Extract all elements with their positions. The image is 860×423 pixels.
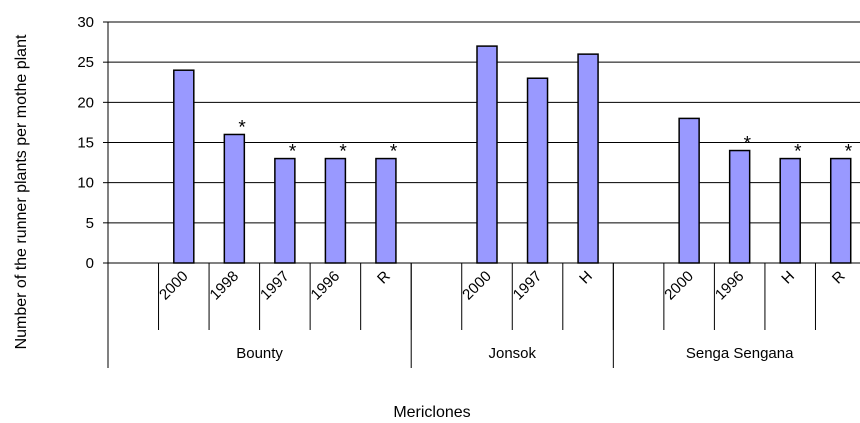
y-axis-title: Number of the runner plants per mothe pl… xyxy=(13,34,30,349)
bar xyxy=(375,157,397,264)
x-group-label: Senga Sengana xyxy=(686,345,794,362)
bar xyxy=(223,133,246,264)
y-tick-label: 10 xyxy=(77,175,94,192)
y-tick-labels: 0 5 10 15 20 25 30 xyxy=(77,14,94,272)
significance-asterisk: * xyxy=(289,142,297,163)
bar xyxy=(274,157,296,264)
bar xyxy=(173,69,195,264)
bar xyxy=(829,157,852,264)
y-tick-label: 25 xyxy=(77,54,94,71)
y-tick-label: 15 xyxy=(77,135,94,152)
x-group-label: Jonsok xyxy=(489,345,537,362)
bar xyxy=(728,149,751,264)
y-tick-label: 30 xyxy=(77,14,94,31)
x-axis-title: Mericlones xyxy=(393,404,470,421)
bar xyxy=(577,53,599,264)
significance-asterisk: * xyxy=(744,134,752,155)
x-group-label: Bounty xyxy=(236,345,283,362)
significance-asterisk: * xyxy=(339,142,347,163)
significance-asterisk: * xyxy=(794,142,802,163)
y-tick-label: 0 xyxy=(86,255,94,272)
bar xyxy=(779,157,801,264)
x-group-labels: Bounty Jonsok Senga Sengana xyxy=(236,345,794,362)
bar xyxy=(526,77,549,264)
significance-asterisk: * xyxy=(390,142,398,163)
bar xyxy=(324,157,347,264)
axes xyxy=(103,21,860,368)
bar xyxy=(678,117,700,264)
significance-asterisk: * xyxy=(845,142,853,163)
y-tick-label: 20 xyxy=(77,94,94,111)
significance-asterisk: * xyxy=(238,117,246,138)
bars: * * * * * * * xyxy=(173,45,853,264)
y-tick-label: 5 xyxy=(86,215,94,232)
bar xyxy=(476,45,498,264)
